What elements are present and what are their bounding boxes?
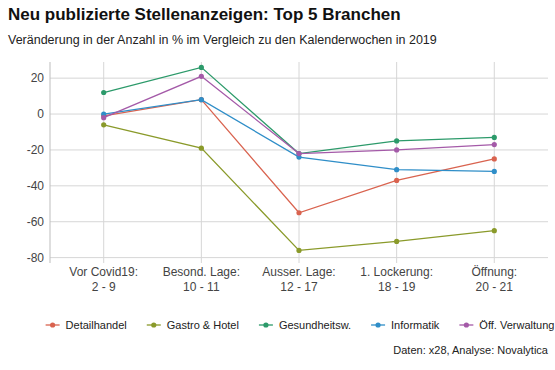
x-tick-label-line: Besond. Lage: <box>163 265 240 279</box>
x-tick-label: Besond. Lage:10 - 11 <box>163 265 240 294</box>
x-tick-label-line: Ausser. Lage: <box>262 265 335 279</box>
legend-key-marker <box>464 322 469 327</box>
legend-item: Öff. Verwaltung <box>459 319 554 331</box>
x-tick-label-line: 10 - 11 <box>183 280 220 294</box>
legend: Detailhandel Gastro & Hotel Gesundheitsw. I… <box>46 319 555 331</box>
series-point <box>492 169 497 174</box>
series-line <box>104 100 495 213</box>
x-tick-label-line: Öffnung: <box>471 265 517 279</box>
series-point <box>199 97 204 102</box>
series-point <box>296 151 301 156</box>
plot-area <box>101 65 497 253</box>
legend-key-marker <box>375 322 380 327</box>
legend-item: Detailhandel <box>46 319 127 331</box>
series-point <box>492 228 497 233</box>
series-point <box>101 122 106 127</box>
x-tick-label: Vor Covid19:2 - 9 <box>69 265 138 294</box>
title: Neu publizierte Stellenanzeigen: Top 5 B… <box>8 5 401 24</box>
series-point <box>199 74 204 79</box>
legend-label: Detailhandel <box>66 319 127 331</box>
legend-label: Öff. Verwaltung <box>479 319 554 331</box>
subtitle: Veränderung in der Anzahl in % im Vergle… <box>8 33 437 47</box>
series-point <box>296 248 301 253</box>
y-tick-label: 0 <box>37 107 44 121</box>
series-point <box>199 65 204 70</box>
grid-line <box>396 62 397 263</box>
y-tick-label: -60 <box>27 215 45 229</box>
series-line <box>104 100 495 172</box>
series-point <box>296 210 301 215</box>
x-tick-label-line: 18 - 19 <box>378 280 416 294</box>
series-point <box>101 115 106 120</box>
x-tick-label-line: 1. Lockerung: <box>360 265 433 279</box>
series-point <box>296 151 301 156</box>
y-tick-label: -80 <box>27 251 45 265</box>
series-point <box>492 142 497 147</box>
series-point <box>394 138 399 143</box>
x-tick-label: Öffnung:20 - 21 <box>471 265 517 294</box>
x-tick-label-line: 12 - 17 <box>280 280 318 294</box>
series-line <box>104 76 495 153</box>
source: Daten: x28, Analyse: Novalytica <box>393 344 549 356</box>
legend-key-marker <box>151 322 156 327</box>
series-point <box>492 135 497 140</box>
legend-label: Informatik <box>391 319 440 331</box>
series-point <box>394 147 399 152</box>
x-tick-label-line: 2 - 9 <box>92 280 116 294</box>
legend-item: Gastro & Hotel <box>147 319 239 331</box>
legend-item: Gesundheitsw. <box>259 319 351 331</box>
y-axis-line <box>50 62 51 263</box>
x-tick-label-line: Vor Covid19: <box>69 265 138 279</box>
legend-item: Informatik <box>371 319 440 331</box>
legend-label: Gesundheitsw. <box>279 319 351 331</box>
y-tick-label: -20 <box>27 143 45 157</box>
chart: Neu publizierte Stellenanzeigen: Top 5 B… <box>0 0 555 370</box>
x-tick-label: Ausser. Lage:12 - 17 <box>262 265 335 294</box>
series-point <box>394 167 399 172</box>
y-tick-label: -40 <box>27 179 45 193</box>
legend-key-marker <box>263 322 268 327</box>
series-point <box>199 97 204 102</box>
y-tick-label: 20 <box>31 71 45 85</box>
grid-line <box>299 62 300 263</box>
x-tick-label: 1. Lockerung:18 - 19 <box>360 265 433 294</box>
series-point <box>101 90 106 95</box>
legend-label: Gastro & Hotel <box>167 319 239 331</box>
x-tick-label-line: 20 - 21 <box>476 280 514 294</box>
series-line <box>104 67 495 153</box>
series-line <box>104 125 495 251</box>
series-point <box>199 146 204 151</box>
series-point <box>394 239 399 244</box>
series-point <box>492 156 497 161</box>
grid-line <box>201 62 202 263</box>
grid <box>50 62 548 263</box>
legend-key-marker <box>50 322 55 327</box>
series-point <box>394 178 399 183</box>
